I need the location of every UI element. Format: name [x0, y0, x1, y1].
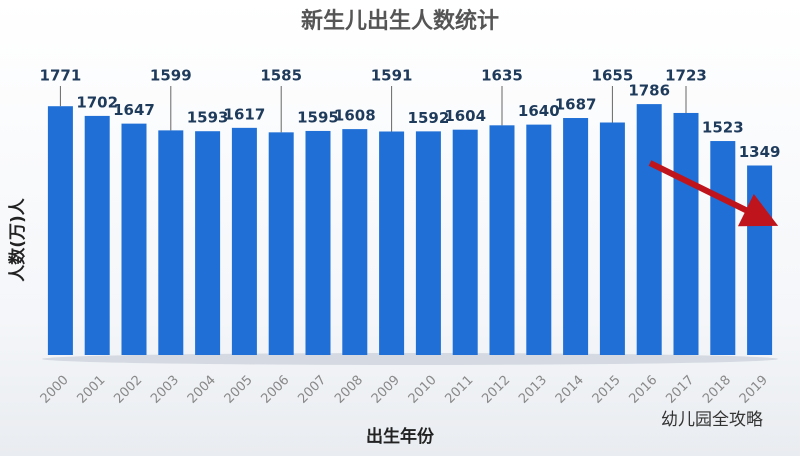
value-label: 1786: [628, 82, 670, 100]
value-label: 1604: [444, 107, 486, 125]
value-label: 1599: [150, 67, 192, 85]
floor-shadow: [42, 353, 778, 365]
value-label: 1592: [408, 109, 450, 127]
bar: [195, 131, 221, 355]
bar: [710, 141, 736, 355]
bar: [379, 131, 405, 355]
bar: [121, 123, 147, 355]
value-label: 1595: [297, 108, 339, 126]
x-axis-label: 出生年份: [366, 426, 435, 447]
value-label: 1723: [665, 67, 707, 85]
bar: [158, 130, 184, 355]
bar: [673, 112, 699, 355]
bar: [231, 127, 257, 355]
value-label: 1655: [592, 67, 634, 85]
bar: [747, 165, 773, 355]
bar: [305, 130, 331, 355]
bar: [342, 129, 368, 355]
value-label: 1523: [702, 119, 744, 137]
bar: [636, 104, 662, 355]
value-label: 1647: [113, 101, 155, 119]
value-label: 1617: [224, 105, 266, 123]
trend-arrow: [648, 160, 779, 227]
value-label: 1591: [371, 67, 413, 85]
chart-title: 新生儿出生人数统计: [301, 8, 499, 34]
bar: [563, 118, 589, 356]
bar: [452, 129, 478, 355]
value-label: 1640: [518, 102, 560, 120]
value-label: 1771: [40, 67, 82, 85]
watermark: 幼儿园全攻略: [661, 410, 763, 430]
bar: [415, 131, 441, 355]
value-label: 1593: [187, 109, 229, 127]
bar: [489, 125, 515, 355]
bar: [84, 115, 110, 356]
y-axis-label: 人数(万)人: [7, 197, 28, 282]
bar: [599, 122, 625, 355]
value-label: 1687: [555, 96, 597, 114]
bar: [47, 106, 73, 355]
value-label: 1635: [481, 67, 523, 85]
value-label: 1702: [76, 93, 118, 111]
bar: [526, 124, 552, 355]
value-label: 1349: [739, 143, 781, 161]
value-label: 1608: [334, 107, 376, 125]
bar: [268, 132, 294, 355]
value-label: 1585: [260, 67, 302, 85]
